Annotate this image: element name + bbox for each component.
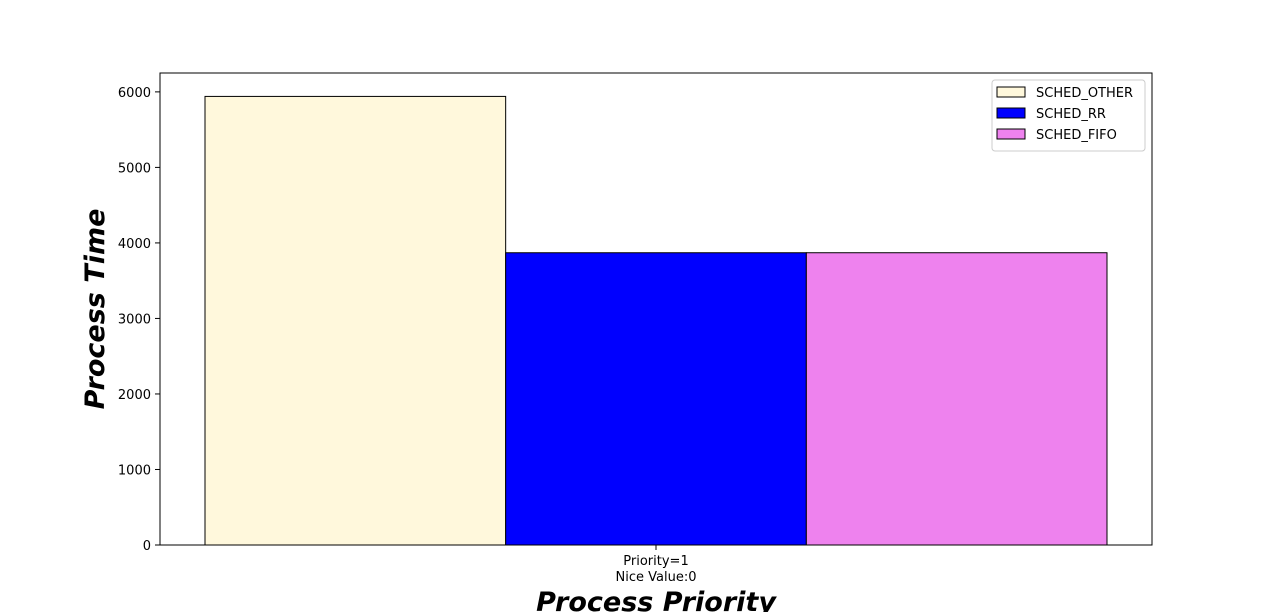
x-tick-label: Priority=1: [623, 554, 688, 569]
legend-swatch: [997, 129, 1025, 139]
y-axis-title: Process Time: [80, 209, 111, 410]
y-tick-label: 4000: [118, 237, 151, 252]
y-tick-label: 5000: [118, 161, 151, 176]
y-tick-label: 1000: [118, 463, 151, 478]
y-tick-label: 3000: [118, 312, 151, 327]
y-tick-label: 6000: [118, 86, 151, 101]
x-axis-title: Process Priority: [536, 587, 777, 612]
legend-swatch: [997, 108, 1025, 118]
legend-label: SCHED_OTHER: [1036, 86, 1133, 101]
x-tick-label: Nice Value:0: [616, 570, 697, 585]
y-tick-label: 0: [143, 539, 151, 554]
legend-label: SCHED_FIFO: [1036, 128, 1117, 143]
legend-swatch: [997, 87, 1025, 97]
y-tick-label: 2000: [118, 388, 151, 403]
y-axis: 0 1000 2000 3000 4000 5000 6000: [118, 86, 160, 554]
legend: SCHED_OTHER SCHED_RR SCHED_FIFO: [992, 80, 1145, 151]
bar-sched-other: [205, 96, 506, 545]
legend-label: SCHED_RR: [1036, 107, 1106, 122]
bar-sched-fifo: [806, 253, 1107, 545]
bars-group: [205, 96, 1107, 545]
bar-sched-rr: [506, 253, 807, 545]
